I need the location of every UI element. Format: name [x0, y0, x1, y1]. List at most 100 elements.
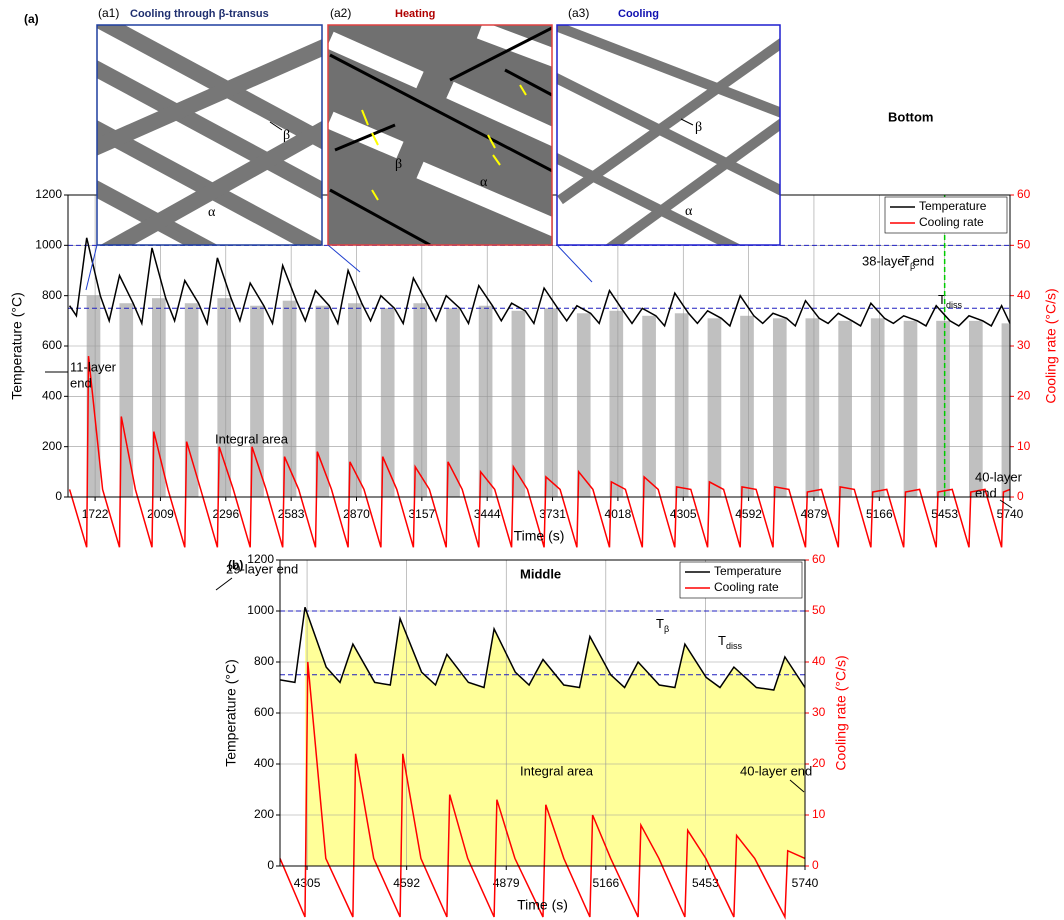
y2-axis-title: Cooling rate (°C/s): [1043, 288, 1059, 403]
integral-shade: [708, 318, 722, 497]
y2-tick-label: 10: [812, 807, 826, 821]
y2-tick-label: 20: [1017, 389, 1031, 403]
x-tick-label: 1722: [82, 507, 109, 521]
integral-shade: [871, 318, 885, 497]
inset-label: (a2): [330, 6, 351, 20]
y2-tick-label: 50: [812, 603, 826, 617]
y2-axis-title: Cooling rate (°C/s): [833, 655, 849, 770]
y-tick-label: 0: [267, 858, 274, 872]
panel-label: (a): [24, 12, 39, 26]
annotation: end: [975, 485, 997, 500]
integral-shade: [936, 321, 950, 497]
annotation: 29-layer end: [226, 561, 298, 576]
y-tick-label: 600: [254, 705, 274, 719]
phase-label: α: [685, 204, 693, 219]
legend-label: Temperature: [919, 199, 987, 213]
legend-label: Cooling rate: [714, 580, 779, 594]
inset-label: (a3): [568, 6, 589, 20]
y2-tick-label: 50: [1017, 238, 1031, 252]
integral-shade: [904, 321, 918, 497]
integral-shade: [838, 321, 852, 497]
integral-shade: [642, 316, 656, 497]
annotation: Integral area: [215, 431, 289, 446]
x-tick-label: 5453: [931, 507, 958, 521]
x-tick-label: 2009: [147, 507, 174, 521]
x-tick-label: 4879: [493, 876, 520, 890]
x-tick-label: 3157: [408, 507, 435, 521]
x-tick-label: 5740: [997, 507, 1024, 521]
y2-tick-label: 0: [1017, 489, 1024, 503]
x-tick-label: 4305: [294, 876, 321, 890]
x-tick-label: 4592: [735, 507, 762, 521]
x-tick-label: 3444: [474, 507, 501, 521]
y-axis-title: Temperature (°C): [9, 292, 25, 400]
y-axis-title: Temperature (°C): [223, 659, 239, 767]
legend-label: Cooling rate: [919, 215, 984, 229]
ref-label-main: T: [656, 616, 664, 631]
x-tick-label: 5740: [792, 876, 819, 890]
x-tick-label: 5166: [592, 876, 619, 890]
annotation-arrow: [216, 578, 232, 590]
ref-label-sub: diss: [946, 300, 963, 310]
x-axis-title: Time (s): [517, 897, 568, 913]
y2-tick-label: 60: [1017, 187, 1031, 201]
y-tick-label: 600: [42, 338, 62, 352]
position-label: Bottom: [888, 109, 934, 124]
x-tick-label: 5166: [866, 507, 893, 521]
integral-shade: [479, 306, 493, 497]
y2-tick-label: 60: [812, 552, 826, 566]
integral-shade: [544, 308, 558, 497]
y-tick-label: 800: [42, 288, 62, 302]
y-tick-label: 1200: [35, 187, 62, 201]
x-tick-label: 4305: [670, 507, 697, 521]
figure: 0200400600800100012000102030405060172220…: [0, 0, 1064, 920]
phase-label: β: [283, 128, 290, 143]
integral-shade: [773, 318, 787, 497]
x-tick-label: 2583: [278, 507, 305, 521]
annotation: 40-layer: [975, 469, 1023, 484]
phase-label: α: [208, 205, 216, 220]
page: 0200400600800100012000102030405060172220…: [0, 0, 1064, 920]
x-tick-label: 2870: [343, 507, 370, 521]
y2-tick-label: 30: [1017, 338, 1031, 352]
annotation: 11-layer: [70, 359, 117, 374]
integral-shade: [740, 316, 754, 497]
phase-label: β: [695, 120, 702, 135]
y-tick-label: 200: [42, 439, 62, 453]
ref-label-main: T: [718, 633, 726, 648]
y-tick-label: 200: [254, 807, 274, 821]
inset-label: (a1): [98, 6, 119, 20]
y-tick-label: 400: [42, 389, 62, 403]
y-tick-label: 800: [254, 654, 274, 668]
x-tick-label: 3731: [539, 507, 566, 521]
integral-shade: [806, 318, 820, 497]
position-label: Middle: [520, 566, 561, 581]
annotation: 38-layer end: [862, 253, 934, 268]
integral-shade: [609, 311, 623, 497]
inset-title: Cooling: [618, 8, 659, 20]
ref-label-sub: diss: [726, 641, 743, 651]
legend: Temperature Cooling rate: [680, 562, 802, 598]
y-tick-label: 0: [55, 489, 62, 503]
y2-tick-label: 40: [1017, 288, 1031, 302]
y2-tick-label: 0: [812, 858, 819, 872]
phase-label: β: [395, 157, 402, 172]
x-tick-label: 4879: [801, 507, 828, 521]
y-tick-label: 1000: [247, 603, 274, 617]
annotation: Integral area: [520, 763, 594, 778]
annotation: end: [70, 375, 92, 390]
phase-label: α: [480, 175, 488, 190]
integral-shade: [577, 313, 591, 497]
inset-title: Cooling through β-transus: [130, 8, 269, 20]
x-tick-label: 2296: [212, 507, 239, 521]
y2-tick-label: 40: [812, 654, 826, 668]
annotation: 40-layer end: [740, 763, 812, 778]
y-tick-label: 400: [254, 756, 274, 770]
y2-tick-label: 30: [812, 705, 826, 719]
integral-shade: [152, 298, 166, 497]
y2-tick-label: 10: [1017, 439, 1031, 453]
integral-shade: [675, 313, 689, 497]
x-axis-title: Time (s): [514, 528, 565, 544]
legend-label: Temperature: [714, 564, 782, 578]
